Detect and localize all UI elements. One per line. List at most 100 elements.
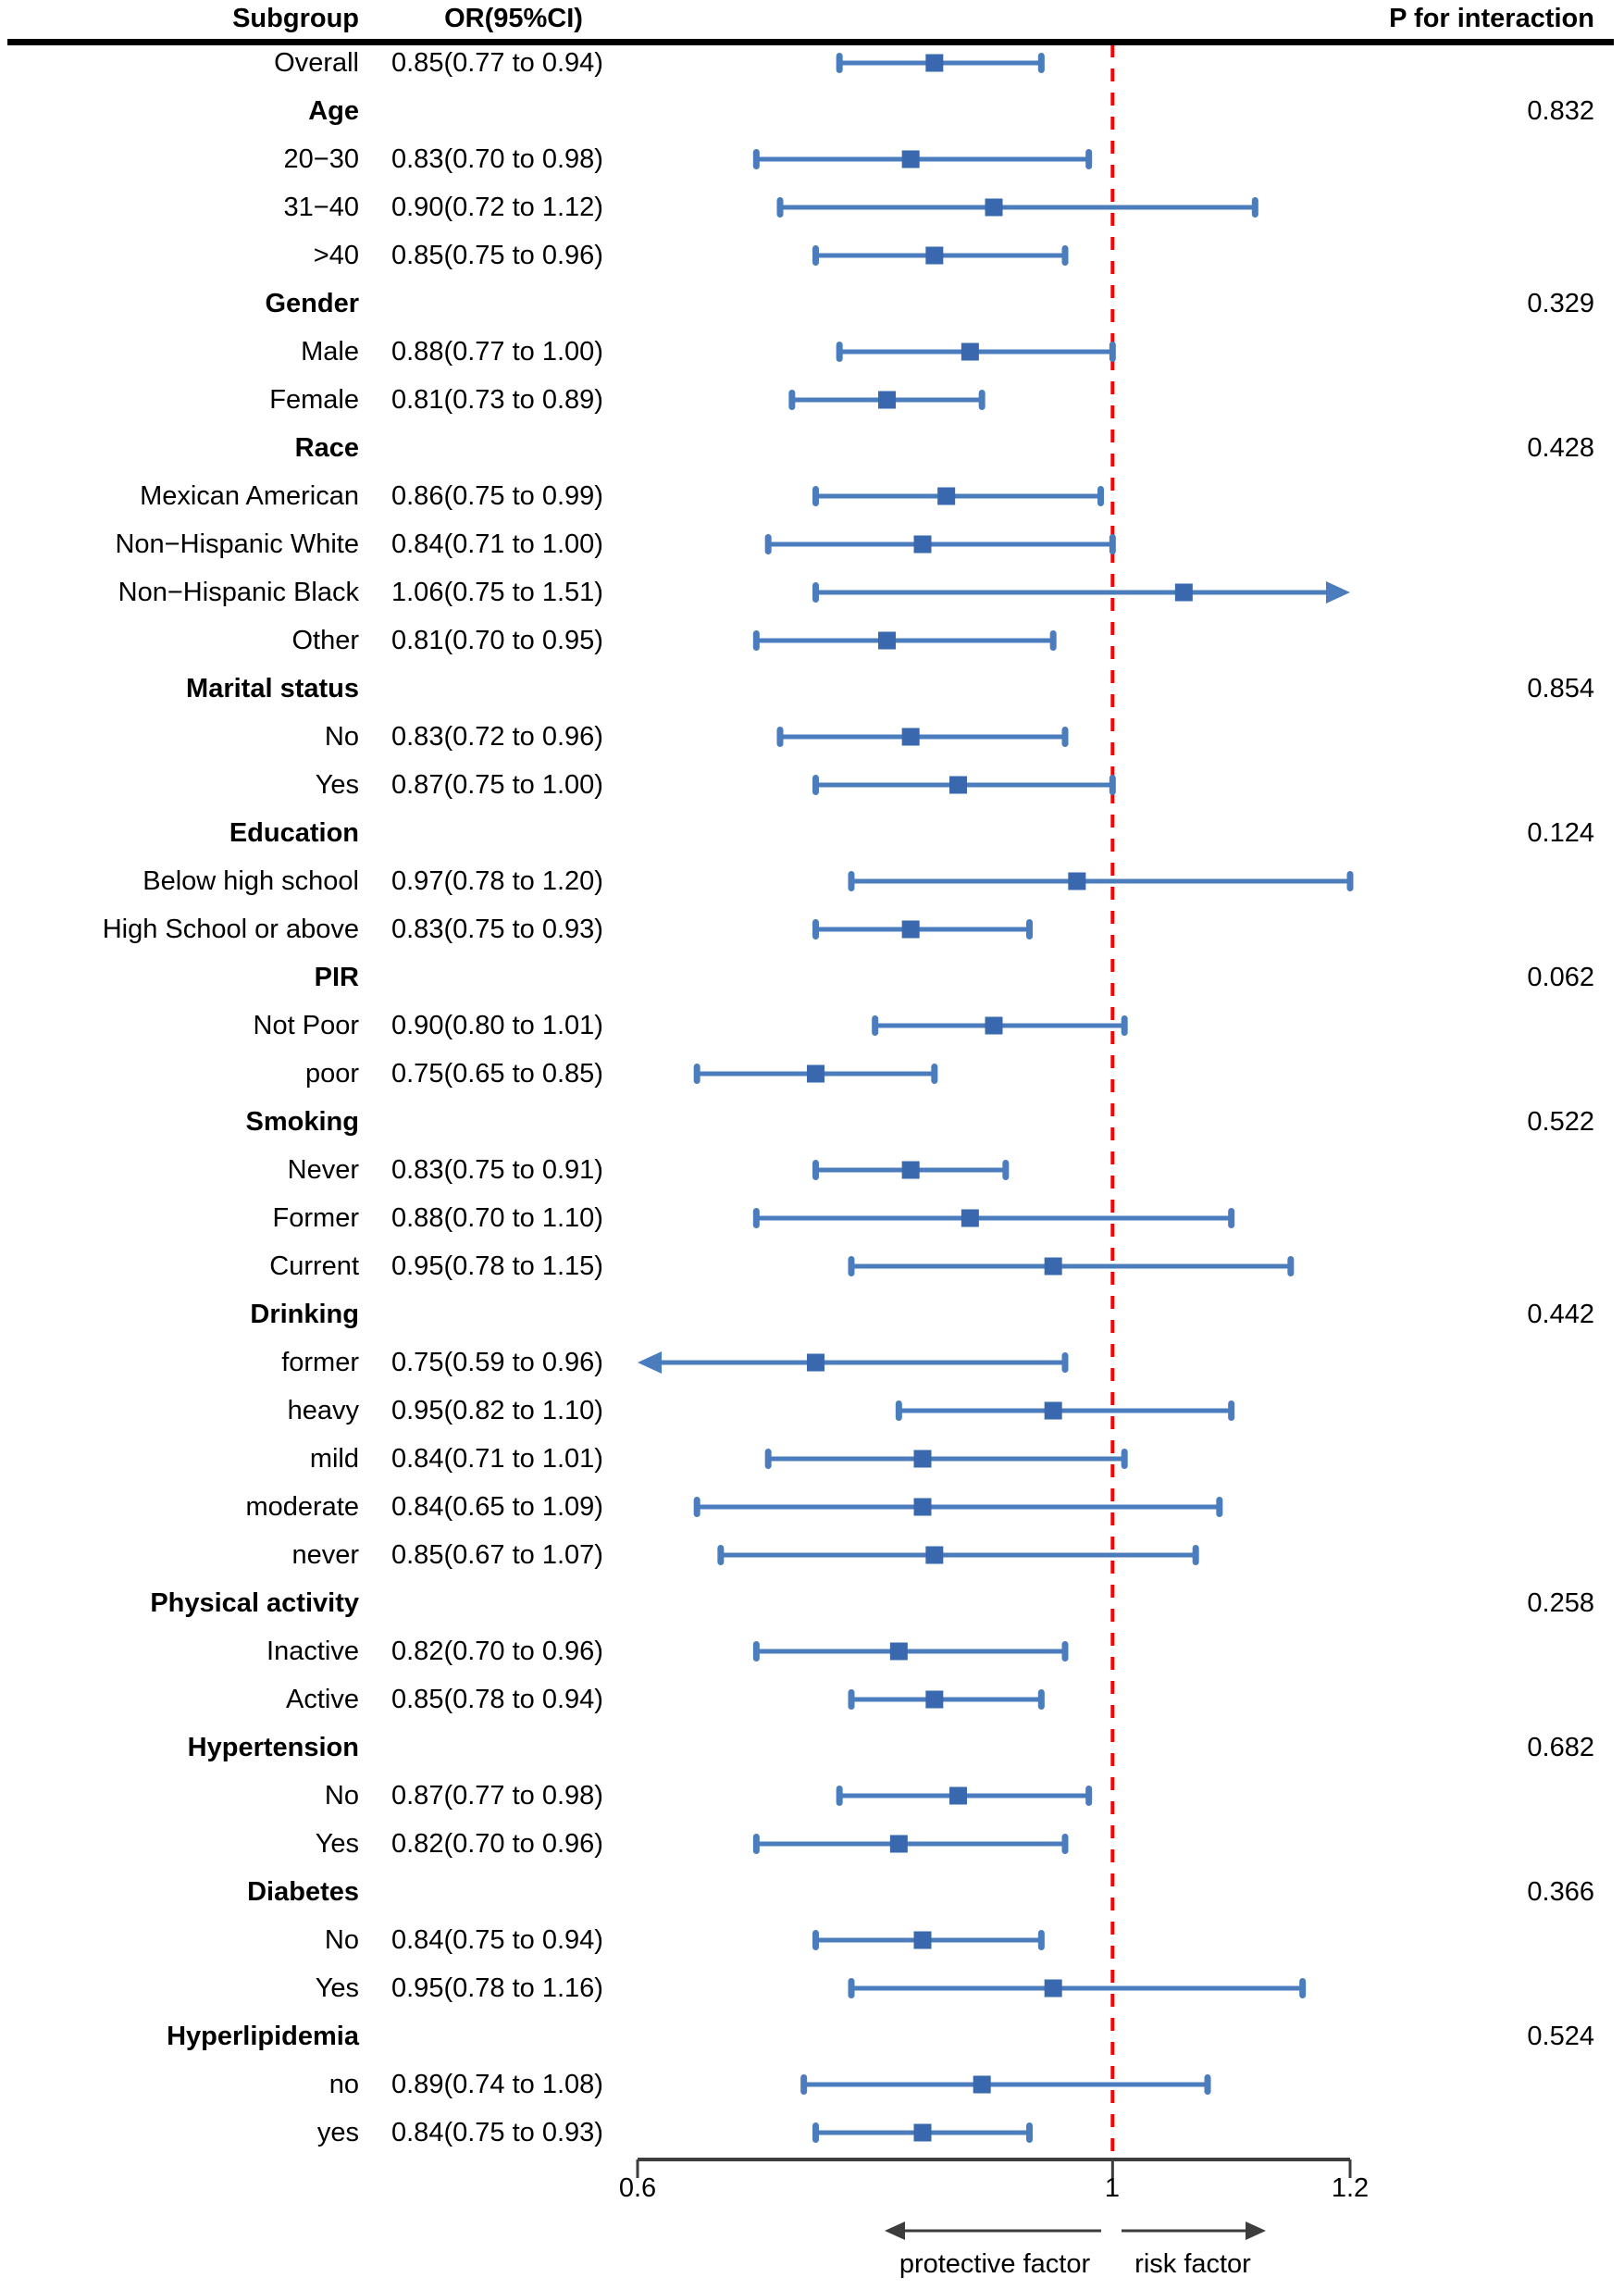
or-ci-value: 0.87(0.75 to 1.00) [391, 770, 603, 800]
ci-cap-high [1287, 1256, 1295, 1276]
ci-cap-low [693, 1064, 700, 1084]
subgroup-label: No [324, 1925, 359, 1955]
ci-cap-low [752, 1834, 760, 1854]
or-ci-value: 1.06(0.75 to 1.51) [391, 578, 603, 607]
estimate-marker [985, 198, 1003, 217]
subgroup-label: Inactive [267, 1637, 359, 1666]
estimate-marker [961, 342, 979, 361]
or-ci-value: 0.75(0.59 to 0.96) [391, 1348, 603, 1377]
subgroup-label: Below high school [143, 866, 359, 896]
subgroup-label: >40 [313, 241, 359, 270]
ci-cap-high [1061, 1834, 1069, 1854]
subgroup-label: Yes [315, 1829, 359, 1859]
estimate-marker [913, 2123, 932, 2142]
or-ci-value: 0.82(0.70 to 0.96) [391, 1637, 603, 1666]
estimate-marker [1044, 1401, 1062, 1420]
ci-cap-high [1061, 727, 1069, 747]
or-ci-value: 0.81(0.70 to 0.95) [391, 626, 603, 655]
ci-cap-low [812, 775, 819, 795]
ci-cap-low [812, 582, 819, 603]
subgroup-label: mild [309, 1444, 359, 1474]
or-ci-value: 0.95(0.78 to 1.16) [391, 1973, 603, 2003]
estimate-marker [1068, 872, 1086, 890]
x-tick-label-1: 1 [1104, 2173, 1121, 2203]
or-ci-value: 0.88(0.70 to 1.10) [391, 1203, 603, 1233]
subgroup-group-header: Hypertension [187, 1733, 359, 1762]
or-ci-value: 0.89(0.74 to 1.08) [391, 2070, 603, 2099]
ci-cap-low [812, 1160, 819, 1180]
subgroup-label: Non−Hispanic Black [118, 578, 359, 607]
estimate-marker [901, 150, 920, 168]
p-interaction-value: 0.524 [1527, 2022, 1594, 2051]
ci-cap-low [848, 871, 855, 891]
estimate-marker [807, 1353, 824, 1372]
estimate-marker [878, 391, 896, 409]
ci-cap-high [1026, 2122, 1033, 2143]
ci-cap-high [1061, 245, 1069, 266]
or-ci-value: 0.85(0.77 to 0.94) [391, 48, 603, 78]
or-ci-value: 0.86(0.75 to 0.99) [391, 481, 603, 511]
ci-cap-high [1037, 1930, 1045, 1950]
or-ci-value: 0.84(0.65 to 1.09) [391, 1492, 603, 1522]
p-interaction-value: 0.442 [1527, 1300, 1594, 1329]
subgroup-label: heavy [287, 1396, 359, 1425]
subgroup-label: High School or above [102, 915, 359, 944]
column-header-subgroup: Subgroup [232, 4, 359, 33]
p-interaction-value: 0.366 [1527, 1877, 1594, 1907]
ci-cap-high [1251, 197, 1258, 218]
ci-cap-low [752, 149, 760, 169]
ci-cap-low [872, 1015, 879, 1036]
subgroup-label: Former [272, 1203, 359, 1233]
estimate-marker [1174, 583, 1193, 602]
or-ci-value: 0.90(0.72 to 1.12) [391, 193, 603, 222]
ci-cap-low [812, 486, 819, 506]
estimate-marker [925, 54, 944, 72]
ci-cap-high [1085, 149, 1093, 169]
p-interaction-value: 0.062 [1527, 963, 1594, 992]
subgroup-label: never [291, 1540, 359, 1570]
p-interaction-value: 0.124 [1527, 818, 1594, 848]
subgroup-label: former [281, 1348, 359, 1377]
or-ci-value: 0.83(0.72 to 0.96) [391, 722, 603, 752]
estimate-marker [949, 776, 967, 794]
ci-cap-low [764, 1449, 772, 1469]
subgroup-label: Other [291, 626, 359, 655]
risk-factor-label: risk factor [1134, 2249, 1251, 2279]
ci-cap-high [1109, 775, 1116, 795]
estimate-marker [925, 1546, 944, 1564]
or-ci-value: 0.84(0.75 to 0.93) [391, 2118, 603, 2147]
ci-cap-high [1061, 1641, 1069, 1661]
subgroup-label: No [324, 1781, 359, 1811]
estimate-marker [878, 631, 896, 650]
subgroup-label: yes [316, 2118, 359, 2147]
or-ci-value: 0.95(0.78 to 1.15) [391, 1251, 603, 1281]
p-interaction-value: 0.854 [1527, 674, 1594, 703]
estimate-marker [889, 1642, 908, 1661]
ci-cap-low [812, 2122, 819, 2143]
estimate-marker [913, 1450, 932, 1468]
estimate-marker [913, 1931, 932, 1949]
ci-cap-low [693, 1497, 700, 1517]
or-ci-value: 0.83(0.75 to 0.91) [391, 1155, 603, 1185]
estimate-marker [1044, 1257, 1062, 1276]
p-interaction-value: 0.258 [1527, 1588, 1594, 1618]
subgroup-label: 31−40 [283, 193, 359, 222]
subgroup-label: Never [287, 1155, 359, 1185]
estimate-marker [889, 1835, 908, 1853]
p-interaction-value: 0.428 [1527, 433, 1594, 463]
risk-arrow-head [1246, 2222, 1266, 2240]
subgroup-label: No [324, 722, 359, 752]
ci-cap-low [848, 1978, 855, 1998]
ci-cap-high [1192, 1545, 1199, 1565]
estimate-marker [901, 728, 920, 746]
p-interaction-value: 0.832 [1527, 96, 1594, 126]
or-ci-value: 0.87(0.77 to 0.98) [391, 1781, 603, 1811]
ci-cap-high [1228, 1208, 1235, 1228]
ci-cap-low [836, 1786, 843, 1806]
ci-cap-high [1002, 1160, 1010, 1180]
ci-cap-low [836, 53, 843, 73]
or-ci-value: 0.83(0.75 to 0.93) [391, 915, 603, 944]
subgroup-label: Current [269, 1251, 359, 1281]
ci-cap-high [1037, 1689, 1045, 1710]
ci-cap-low [752, 630, 760, 651]
